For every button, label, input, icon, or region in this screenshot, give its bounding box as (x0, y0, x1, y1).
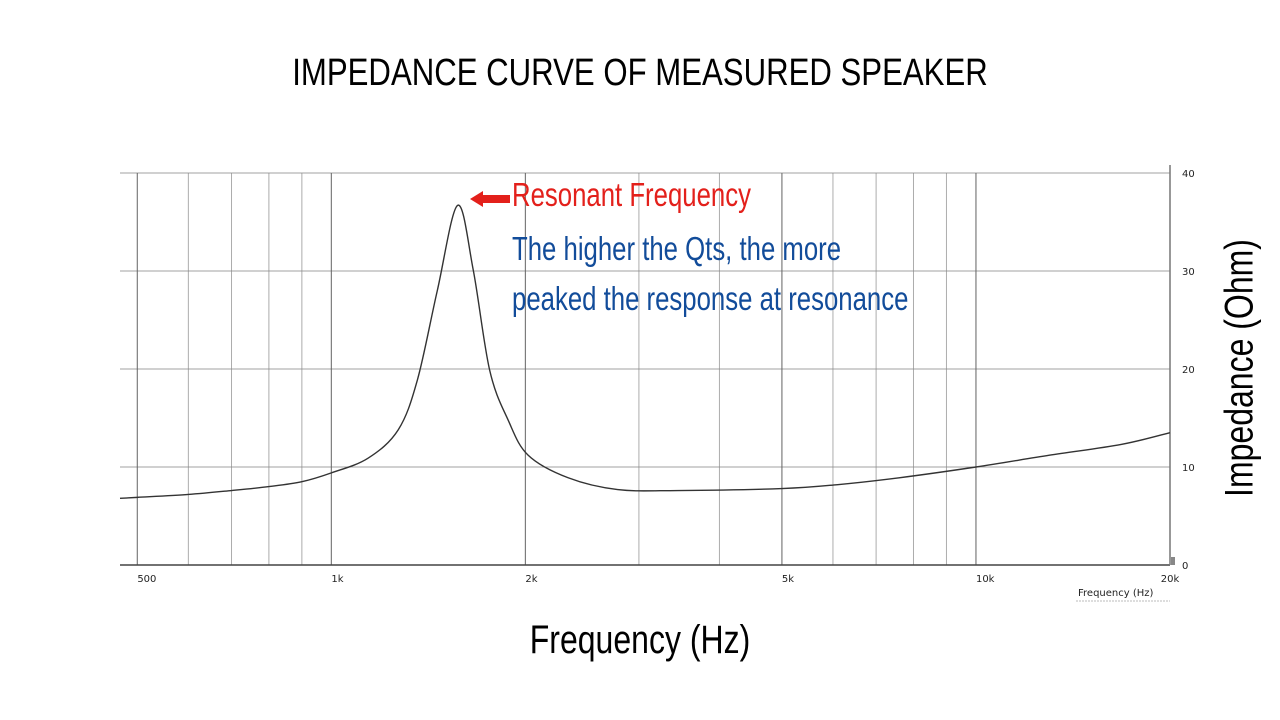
y-axis-label: Impedance (Ohm) (1217, 239, 1262, 497)
svg-text:5k: 5k (782, 574, 794, 585)
y-tick-labels: 0 10 20 30 40 (1182, 169, 1195, 572)
qts-note-line2: peaked the response at resonance (512, 280, 909, 317)
svg-text:10: 10 (1182, 463, 1195, 474)
axes (120, 165, 1175, 566)
chart-title: IMPEDANCE CURVE OF MEASURED SPEAKER (292, 52, 988, 94)
svg-text:0: 0 (1182, 561, 1188, 572)
svg-text:10k: 10k (976, 574, 995, 585)
svg-text:1k: 1k (331, 574, 343, 585)
qts-note-line1: The higher the Qts, the more (512, 230, 842, 267)
x-axis-label: Frequency (Hz) (529, 618, 751, 662)
svg-text:20: 20 (1182, 365, 1195, 376)
svg-text:30: 30 (1182, 267, 1195, 278)
svg-text:40: 40 (1182, 169, 1195, 180)
svg-text:20k: 20k (1161, 574, 1180, 585)
impedance-curve (119, 204, 1171, 500)
arrow-icon (470, 191, 510, 207)
resonant-frequency-label: Resonant Frequency (512, 176, 751, 213)
x-tick-labels: 500 1k 2k 5k 10k 20k (137, 574, 1179, 585)
inner-x-axis-label: Frequency (Hz) (1078, 588, 1154, 599)
svg-text:2k: 2k (525, 574, 537, 585)
grid-lines (120, 172, 1170, 565)
svg-text:500: 500 (137, 574, 156, 585)
